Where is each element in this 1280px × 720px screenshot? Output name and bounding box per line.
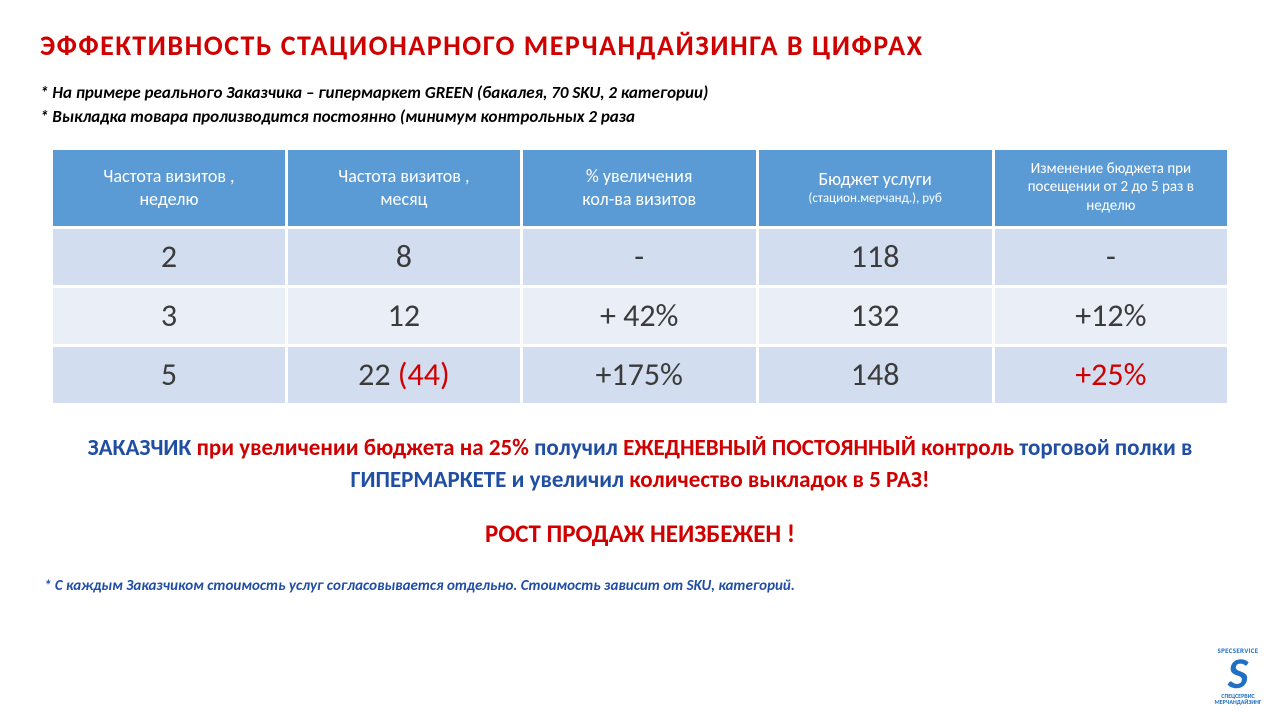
table-cell: 2 [53, 229, 285, 285]
effectiveness-table: Частота визитов ,неделюЧастота визитов ,… [50, 147, 1230, 406]
table-cell: + 42% [523, 288, 756, 344]
subtitle-line-2: * Выкладка товара пролизводится постоянн… [40, 106, 635, 127]
table-header-cell: Частота визитов ,неделю [53, 150, 285, 226]
table-cell: 22 (44) [288, 347, 520, 403]
conclusion-part-2: при увеличении бюджета на 25% [191, 434, 534, 462]
table-row: 28-118- [53, 229, 1227, 285]
table-cell: 3 [53, 288, 285, 344]
table-header-cell: Изменение бюджета при посещении от 2 до … [995, 150, 1227, 226]
conclusion-part-6: количество выкладок в 5 РАЗ! [629, 466, 929, 494]
table-cell: 132 [759, 288, 992, 344]
growth-statement: РОСТ ПРОДАЖ НЕИЗБЕЖЕН ! [40, 518, 1240, 549]
subtitle-line-1: * На примере реального Заказчика – гипер… [40, 82, 708, 103]
table-row: 312+ 42%132+12% [53, 288, 1227, 344]
table-row: 522 (44)+175%148+25% [53, 347, 1227, 403]
conclusion-part-3: получил [534, 434, 623, 462]
table-cell: 148 [759, 347, 992, 403]
table-cell: 118 [759, 229, 992, 285]
company-logo: SPECSERVICE S СПЕЦСЕРВИС МЕРЧАНДАЙЗИНГ [1210, 646, 1266, 706]
table-cell: +12% [995, 288, 1227, 344]
subtitle: * На примере реального Заказчика – гипер… [40, 81, 1240, 129]
footnote: * С каждым Заказчиком стоимость услуг со… [44, 577, 1240, 595]
table-header-cell: Частота визитов ,месяц [288, 150, 520, 226]
conclusion-part-4: ЕЖЕДНЕВНЫЙ ПОСТОЯННЫЙ контроль [623, 434, 1014, 462]
table-cell: +25% [995, 347, 1227, 403]
slide-title: ЭФФЕКТИВНОСТЬ СТАЦИОНАРНОГО МЕРЧАНДАЙЗИН… [40, 28, 1240, 63]
logo-bottom-2: МЕРЧАНДАЙЗИНГ [1210, 699, 1266, 706]
table-header-cell: Бюджет услуги(стацион.мерчанд.), руб [759, 150, 992, 226]
logo-letter: S [1210, 655, 1266, 692]
table-cell: 8 [288, 229, 520, 285]
table-header-cell: % увеличениякол-ва визитов [523, 150, 756, 226]
table-cell: +175% [523, 347, 756, 403]
conclusion-part-1: ЗАКАЗЧИК [88, 434, 192, 462]
table-cell: 12 [288, 288, 520, 344]
table-cell: - [995, 229, 1227, 285]
table-cell: 5 [53, 347, 285, 403]
table-cell: - [523, 229, 756, 285]
conclusion-text: ЗАКАЗЧИК при увеличении бюджета на 25% п… [70, 432, 1210, 496]
